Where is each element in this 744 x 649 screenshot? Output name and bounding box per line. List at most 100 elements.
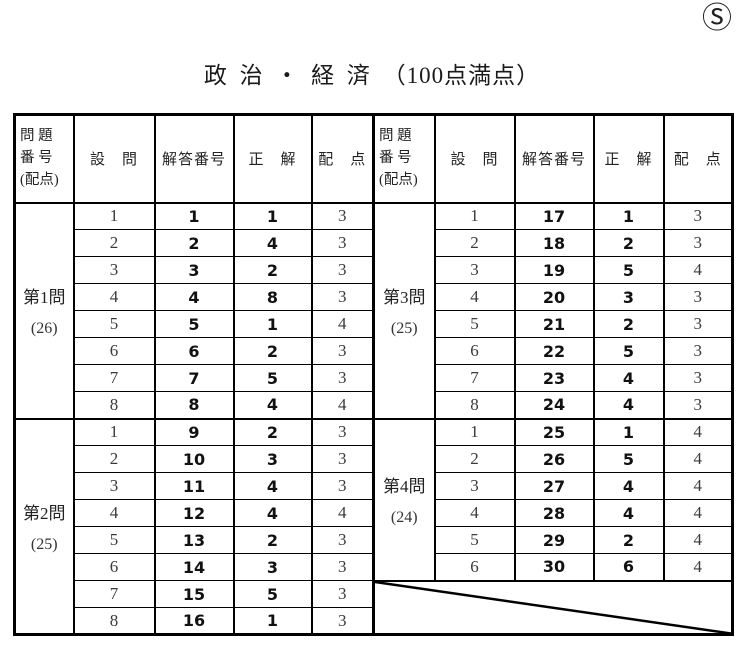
col-header-points-right: 配 点 <box>662 113 734 204</box>
sub-question-cell: 6 <box>433 553 516 581</box>
correct-answer-cell: 2 <box>592 229 665 257</box>
correct-answer-cell: 4 <box>232 472 313 500</box>
answer-number-cell: 3 <box>153 256 235 284</box>
answer-number-cell: 24 <box>513 391 595 419</box>
answer-number-cell: 30 <box>513 553 595 581</box>
col-header-answer-number-left: 解答番号 <box>153 113 235 204</box>
points-cell: 3 <box>310 553 375 581</box>
table-row: 2 10 3 3 2 26 5 4 <box>15 445 734 473</box>
points-cell: 3 <box>310 202 375 230</box>
points-cell: 3 <box>662 364 734 392</box>
answer-key-table: 問 題 番 号 (配点) 設 問 解答番号 正 解 配 点 問 題 番 号 (配… <box>13 113 734 636</box>
answer-number-cell: 28 <box>513 499 595 527</box>
correct-answer-cell: 5 <box>592 337 665 365</box>
correct-answer-cell: 4 <box>232 391 313 419</box>
sub-question-cell: 6 <box>72 337 156 365</box>
correct-answer-cell: 5 <box>592 445 665 473</box>
correct-answer-cell: 5 <box>232 364 313 392</box>
answer-number-cell: 14 <box>153 553 235 581</box>
table-row: 5 5 1 4 5 21 2 3 <box>15 310 734 338</box>
points-cell: 3 <box>662 337 734 365</box>
points-cell: 3 <box>310 229 375 257</box>
sub-question-cell: 1 <box>72 202 156 230</box>
correct-answer-cell: 1 <box>232 202 313 230</box>
answer-number-cell: 9 <box>153 417 235 446</box>
table-row: 第1問 (26) 1 1 1 3 第3問 (25) 1 17 1 3 <box>13 201 734 420</box>
sub-question-cell: 4 <box>433 499 516 527</box>
col-header-question-number-left: 問 題 番 号 (配点) <box>13 113 75 204</box>
correct-answer-cell: 2 <box>232 526 313 554</box>
section-name: 第1問 <box>23 288 66 307</box>
sub-question-cell: 5 <box>433 526 516 554</box>
sub-question-cell: 2 <box>433 445 516 473</box>
section-points: (25) <box>390 320 418 337</box>
answer-number-cell: 1 <box>153 202 235 230</box>
answer-number-cell: 2 <box>153 229 235 257</box>
points-cell: 4 <box>310 391 375 419</box>
sub-question-cell: 8 <box>72 391 156 419</box>
sub-question-cell: 8 <box>72 607 156 635</box>
table-row: 2 2 4 3 2 18 2 3 <box>15 229 734 257</box>
col-header-points-left: 配 点 <box>310 113 375 204</box>
points-cell: 3 <box>310 526 375 554</box>
answer-number-cell: 25 <box>513 417 595 446</box>
table-row: 6 14 3 3 6 30 6 4 <box>15 553 734 581</box>
correct-answer-cell: 2 <box>592 526 665 554</box>
empty-diagonal-cell <box>372 579 734 635</box>
points-cell: 4 <box>662 553 734 581</box>
answer-number-cell: 23 <box>513 364 595 392</box>
sub-question-cell: 7 <box>72 580 156 608</box>
col-header-sub-question-right: 設 問 <box>433 113 516 204</box>
col-header-correct-left: 正 解 <box>232 113 313 204</box>
page-title: 政 治 ・ 経 済 （100点満点） <box>203 63 541 88</box>
section-points: (24) <box>390 509 418 526</box>
points-cell: 3 <box>662 229 734 257</box>
correct-answer-cell: 5 <box>592 256 665 284</box>
sub-question-cell: 3 <box>72 256 156 284</box>
section-label-cell: 第2問 (25) <box>13 417 75 636</box>
table-row: 7 7 5 3 7 23 4 3 <box>15 364 734 392</box>
sub-question-cell: 3 <box>72 472 156 500</box>
answer-number-cell: 21 <box>513 310 595 338</box>
sub-question-cell: 7 <box>433 364 516 392</box>
table-row: 8 16 1 3 <box>15 607 733 635</box>
diagonal-line <box>375 581 731 633</box>
sub-question-cell: 1 <box>72 417 156 446</box>
sub-question-cell: 5 <box>433 310 516 338</box>
correct-answer-cell: 8 <box>232 283 313 311</box>
correct-answer-cell: 2 <box>232 337 313 365</box>
points-cell: 3 <box>310 337 375 365</box>
answer-number-cell: 27 <box>513 472 595 500</box>
correct-answer-cell: 4 <box>592 364 665 392</box>
answer-number-cell: 5 <box>153 310 235 338</box>
points-cell: 3 <box>310 417 375 446</box>
answer-number-cell: 22 <box>513 337 595 365</box>
answer-number-cell: 29 <box>513 526 595 554</box>
sub-question-cell: 3 <box>433 472 516 500</box>
answer-number-cell: 19 <box>513 256 595 284</box>
correct-answer-cell: 4 <box>592 499 665 527</box>
sub-question-cell: 4 <box>433 283 516 311</box>
table-header: 問 題 番 号 (配点) 設 問 解答番号 正 解 配 点 問 題 番 号 (配… <box>13 113 734 204</box>
points-cell: 3 <box>310 445 375 473</box>
sub-question-cell: 5 <box>72 310 156 338</box>
section-label-cell: 第1問 (26) <box>13 201 75 420</box>
sub-question-cell: 6 <box>433 337 516 365</box>
points-cell: 3 <box>662 202 734 230</box>
col-header-answer-number-right: 解答番号 <box>513 113 595 204</box>
points-cell: 3 <box>662 391 734 419</box>
answer-number-cell: 7 <box>153 364 235 392</box>
points-cell: 4 <box>310 499 375 527</box>
sub-question-cell: 4 <box>72 499 156 527</box>
answer-table-body: 第1問 (26) 1 1 1 3 第3問 (25) 1 17 1 3 2 2 4 3 2 18 2 3 3 3 2 3 3 19 5… <box>13 201 734 636</box>
correct-answer-cell: 3 <box>232 553 313 581</box>
points-cell: 4 <box>310 310 375 338</box>
answer-number-cell: 12 <box>153 499 235 527</box>
sub-question-cell: 2 <box>433 229 516 257</box>
correct-answer-cell: 4 <box>592 472 665 500</box>
correct-answer-cell: 2 <box>592 310 665 338</box>
sub-question-cell: 3 <box>433 256 516 284</box>
section-points: (26) <box>30 320 58 337</box>
sub-question-cell: 4 <box>72 283 156 311</box>
answer-number-cell: 6 <box>153 337 235 365</box>
